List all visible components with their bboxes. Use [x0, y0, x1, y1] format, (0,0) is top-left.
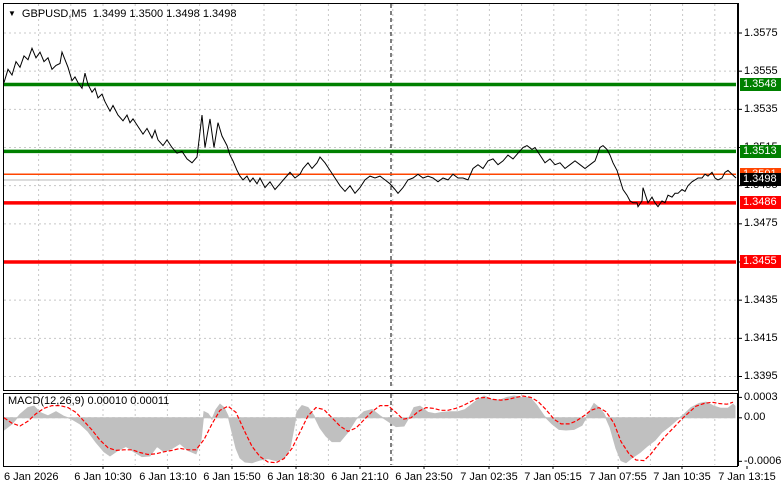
time-axis-label: 6 Jan 18:30 — [267, 471, 325, 483]
price-tick-label: 1.3415 — [744, 331, 778, 344]
price-level-badge: 1.3455 — [740, 255, 781, 269]
time-axis-label: 6 Jan 21:10 — [331, 471, 389, 483]
macd-panel-border — [3, 393, 738, 467]
ohlc-values: 1.3499 1.3500 1.3498 1.3498 — [92, 8, 237, 20]
macd-signal-line — [3, 395, 734, 464]
price-tick-label: 1.3555 — [744, 64, 778, 77]
price-level-badge: 1.3486 — [740, 196, 781, 210]
time-axis-label: 6 Jan 23:50 — [395, 471, 453, 483]
symbol-period-label: GBPUSD,M5 — [21, 8, 87, 20]
macd-tick-label: -0.00064 — [744, 454, 781, 467]
macd-tick-label: 0.00 — [744, 411, 766, 424]
main-chart-border — [3, 3, 738, 391]
macd-tick-label: 0.0003 — [744, 390, 778, 403]
price-tick-label: 1.3575 — [744, 26, 778, 39]
macd-indicator-label: MACD(12,26,9) 0.00010 0.00011 — [8, 395, 170, 407]
time-axis-label: 6 Jan 15:50 — [203, 471, 261, 483]
price-level-badge: 1.3548 — [740, 78, 781, 92]
chart-header: ▼ GBPUSD,M5 1.3499 1.3500 1.3498 1.3498 — [8, 8, 236, 20]
price-tick-label: 1.3535 — [744, 102, 778, 115]
chevron-down-icon[interactable]: ▼ — [8, 9, 16, 18]
time-axis-label: 7 Jan 07:55 — [589, 471, 647, 483]
time-axis-label: 6 Jan 10:30 — [74, 471, 132, 483]
price-tick-label: 1.3435 — [744, 293, 778, 306]
time-axis-label: 7 Jan 10:35 — [653, 471, 711, 483]
time-axis-label: 7 Jan 05:15 — [524, 471, 582, 483]
price-level-badge: 1.3513 — [740, 144, 781, 158]
time-axis-label: 7 Jan 13:15 — [718, 471, 776, 483]
price-level-badge: 1.3498 — [740, 173, 781, 187]
price-line — [3, 46, 737, 208]
time-axis-label: 6 Jan 13:10 — [139, 471, 197, 483]
time-axis-label: 7 Jan 02:35 — [460, 471, 518, 483]
time-axis-label: 6 Jan 2026 — [4, 471, 59, 483]
price-tick-label: 1.3395 — [744, 369, 778, 382]
price-tick-label: 1.3475 — [744, 217, 778, 230]
macd-histogram — [3, 395, 736, 464]
